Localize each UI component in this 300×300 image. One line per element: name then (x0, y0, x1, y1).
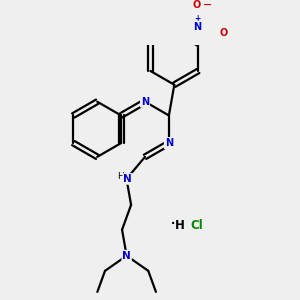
Text: +: + (194, 14, 201, 22)
Text: O: O (219, 28, 228, 38)
Text: ·: · (170, 215, 176, 234)
Text: Cl: Cl (191, 219, 203, 232)
Text: N: N (141, 97, 149, 107)
Text: N: N (123, 174, 132, 184)
Text: H: H (175, 219, 185, 232)
Text: N: N (193, 22, 201, 32)
Text: −: − (203, 0, 213, 9)
Text: H: H (117, 172, 124, 181)
Text: O: O (193, 0, 201, 10)
Text: N: N (122, 251, 131, 261)
Text: N: N (165, 138, 173, 148)
